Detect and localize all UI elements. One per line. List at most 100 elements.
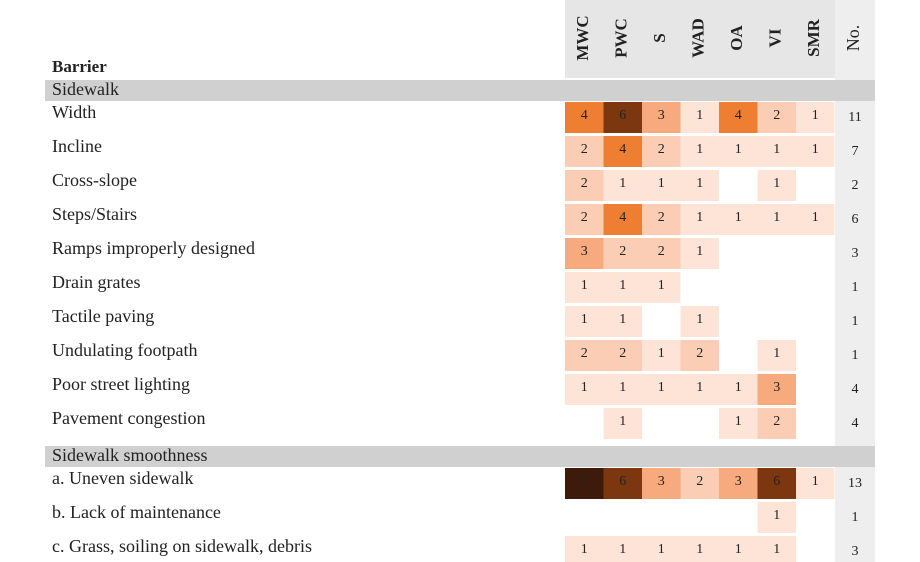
- heat-cell: [603, 468, 642, 499]
- heat-cell: [642, 536, 681, 562]
- heat-cell: [680, 306, 719, 337]
- cell-value: 1: [735, 542, 742, 557]
- cell-value: 2: [581, 142, 588, 157]
- column-header: WAD: [689, 18, 708, 58]
- heat-cell: [642, 136, 681, 167]
- cell-value: 1: [658, 542, 665, 557]
- heat-cell: [565, 102, 604, 133]
- column-header: MWC: [573, 15, 592, 60]
- heat-cell: [603, 170, 642, 201]
- heat-cell: [603, 340, 642, 371]
- heat-cell: [796, 468, 835, 499]
- heat-cell: [719, 204, 758, 235]
- row-count: 7: [852, 144, 859, 159]
- row-label: a. Uneven sidewalk: [52, 468, 193, 488]
- heat-cell: [603, 306, 642, 337]
- cell-value: 1: [581, 542, 588, 557]
- cell-value: 1: [773, 210, 780, 225]
- row-count: 11: [848, 110, 861, 125]
- row-count: 4: [852, 382, 859, 397]
- column-header: OA: [727, 25, 746, 51]
- cell-value: 1: [735, 210, 742, 225]
- heat-cell: [757, 136, 796, 167]
- heat-cell: [680, 136, 719, 167]
- cell-value: 3: [658, 108, 665, 123]
- cell-value: 1: [619, 414, 626, 429]
- row-count: 2: [852, 178, 859, 193]
- section-band: [45, 80, 875, 101]
- heat-cell: [680, 204, 719, 235]
- cell-value: 7: [581, 474, 588, 489]
- heat-cell: [642, 238, 681, 269]
- row-label: Incline: [52, 136, 102, 156]
- heat-cell: [719, 536, 758, 562]
- heat-cell: [680, 170, 719, 201]
- cell-value: 1: [658, 380, 665, 395]
- cell-value: 2: [619, 346, 626, 361]
- heat-cell: [680, 102, 719, 133]
- heat-cell: [796, 102, 835, 133]
- row-label: Drain grates: [52, 272, 140, 292]
- header-label: Barrier: [52, 57, 107, 76]
- heat-cell: [565, 306, 604, 337]
- header-background: [565, 0, 875, 78]
- heat-cell: [565, 340, 604, 371]
- cell-value: 1: [773, 542, 780, 557]
- cell-value: 1: [619, 380, 626, 395]
- column-header: PWC: [612, 18, 631, 58]
- cell-value: 1: [696, 312, 703, 327]
- cell-value: 1: [812, 474, 819, 489]
- row-label: Poor street lighting: [52, 374, 190, 394]
- cell-value: 4: [735, 108, 742, 123]
- heat-cell: [757, 170, 796, 201]
- heat-cell: [719, 136, 758, 167]
- row-count: 6: [852, 212, 859, 227]
- cell-value: 2: [658, 142, 665, 157]
- column-header: VI: [766, 28, 785, 47]
- row-count: 3: [852, 246, 859, 261]
- row-count: 1: [852, 348, 859, 363]
- heat-cell: [642, 272, 681, 303]
- cell-value: 6: [619, 108, 626, 123]
- row-label: Width: [52, 102, 96, 122]
- heat-cell: [603, 136, 642, 167]
- heat-cell: [565, 374, 604, 405]
- heat-cell: [757, 374, 796, 405]
- cell-value: 3: [581, 244, 588, 259]
- cell-value: 1: [735, 142, 742, 157]
- cell-value: 2: [581, 210, 588, 225]
- cell-value: 1: [581, 380, 588, 395]
- cell-value: 2: [658, 244, 665, 259]
- row-label: Tactile paving: [52, 306, 154, 326]
- cell-value: 1: [773, 142, 780, 157]
- cell-value: 1: [773, 346, 780, 361]
- cell-value: 1: [696, 176, 703, 191]
- heat-cell: [719, 468, 758, 499]
- cell-value: 3: [773, 380, 780, 395]
- heat-cell: [603, 374, 642, 405]
- cell-value: 2: [696, 346, 703, 361]
- cell-value: 6: [619, 474, 626, 489]
- heat-cell: [603, 238, 642, 269]
- row-count: 3: [852, 544, 859, 559]
- heat-cell: [642, 374, 681, 405]
- cell-value: 1: [619, 312, 626, 327]
- column-header: SMR: [804, 18, 823, 57]
- cell-value: 2: [658, 210, 665, 225]
- heat-cell: [565, 170, 604, 201]
- heat-cell: [642, 102, 681, 133]
- cell-value: 3: [735, 474, 742, 489]
- section-title: Sidewalk smoothness: [52, 445, 208, 465]
- cell-value: 4: [581, 108, 588, 123]
- cell-value: 1: [619, 278, 626, 293]
- cell-value: 1: [812, 142, 819, 157]
- heat-cell: [603, 204, 642, 235]
- heat-cell: [719, 374, 758, 405]
- heat-cell: [565, 536, 604, 562]
- section-title: Sidewalk: [52, 79, 119, 99]
- heat-cell: [719, 408, 758, 439]
- cell-value: 1: [581, 312, 588, 327]
- cell-value: 1: [619, 542, 626, 557]
- row-count: 13: [848, 476, 862, 491]
